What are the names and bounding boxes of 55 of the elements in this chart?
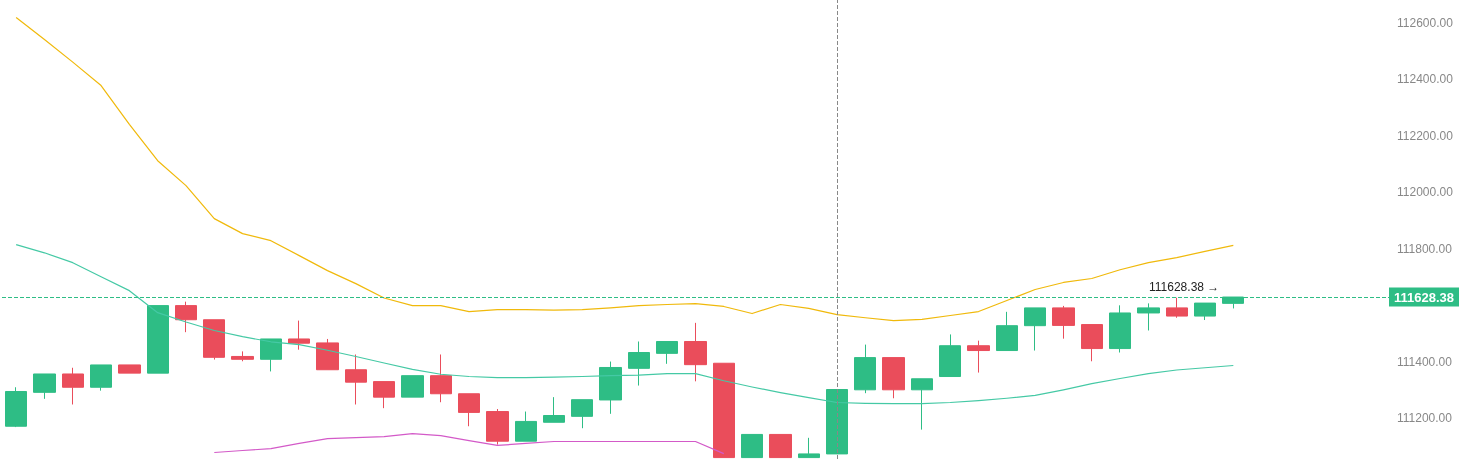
candlestick bbox=[769, 433, 792, 459]
candlestick bbox=[1166, 297, 1188, 319]
candlestick bbox=[854, 344, 876, 394]
candlestick bbox=[599, 361, 622, 415]
y-tick-label: 112400.00 bbox=[1397, 72, 1454, 87]
candlestick bbox=[62, 367, 84, 405]
candlestick bbox=[515, 411, 537, 442]
candlestick bbox=[996, 311, 1018, 352]
candlestick bbox=[939, 333, 961, 378]
candlestick bbox=[684, 322, 707, 382]
candlestick bbox=[175, 301, 197, 333]
candlestick bbox=[231, 350, 254, 362]
y-tick-label: 111800.00 bbox=[1397, 241, 1453, 256]
candlestick bbox=[345, 353, 367, 405]
y-tick-label: 111200.00 bbox=[1397, 411, 1453, 426]
candlestick bbox=[288, 320, 310, 351]
candlestick bbox=[203, 319, 225, 361]
candlestick bbox=[967, 340, 990, 374]
y-tick-label: 112200.00 bbox=[1397, 128, 1454, 143]
candlestick bbox=[1109, 304, 1131, 354]
candlestick bbox=[316, 338, 339, 371]
candlestick bbox=[5, 386, 27, 428]
candlestick bbox=[1137, 302, 1160, 331]
line-series bbox=[213, 432, 725, 455]
candlestick bbox=[1081, 324, 1103, 362]
candlestick bbox=[260, 338, 282, 372]
candlestick bbox=[543, 396, 565, 423]
line-series bbox=[15, 16, 1234, 322]
y-tick-label: 112000.00 bbox=[1397, 185, 1454, 200]
candlestick bbox=[486, 408, 509, 446]
candlestick bbox=[628, 341, 650, 387]
candlestick bbox=[826, 389, 848, 455]
ref-line-label: 111628.38 bbox=[1394, 289, 1455, 305]
candlestick bbox=[882, 357, 905, 399]
candlestick bbox=[1052, 305, 1075, 340]
candlestick bbox=[798, 437, 820, 459]
y-tick-label: 111400.00 bbox=[1397, 354, 1453, 369]
line-series bbox=[15, 244, 1234, 405]
candlestick bbox=[430, 353, 452, 403]
candlestick bbox=[147, 305, 169, 374]
candlestick bbox=[373, 381, 395, 409]
candlestick bbox=[401, 375, 424, 398]
candlestick bbox=[458, 393, 480, 427]
candlestick bbox=[571, 399, 593, 429]
candlestick bbox=[656, 341, 678, 365]
candlestick bbox=[90, 364, 112, 392]
candlestick bbox=[713, 362, 735, 459]
candlestick bbox=[911, 378, 933, 431]
annotation: 111628.38 → bbox=[1149, 280, 1220, 295]
candlestick bbox=[1194, 302, 1216, 321]
candlestick bbox=[1024, 307, 1046, 352]
candlestick bbox=[33, 373, 56, 400]
candlestick bbox=[741, 433, 763, 459]
candlestick bbox=[118, 364, 141, 374]
y-tick-label: 112600.00 bbox=[1397, 15, 1454, 30]
